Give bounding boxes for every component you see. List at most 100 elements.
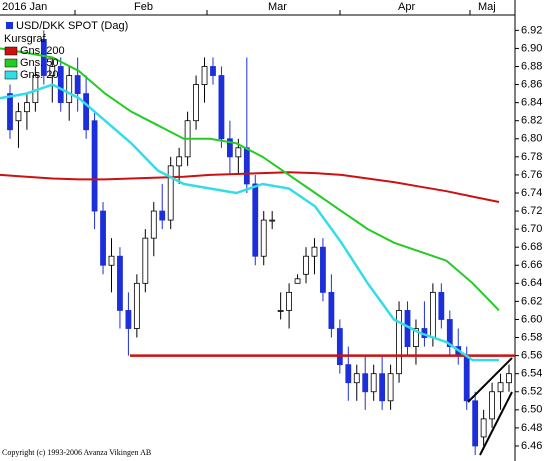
y-tick-label: 6.68: [521, 241, 542, 253]
candle-body: [117, 255, 123, 311]
candle-body: [379, 373, 386, 402]
x-tick-label: Maj: [478, 1, 496, 13]
y-tick-label: 6.84: [521, 97, 542, 109]
candle-body: [345, 364, 352, 384]
y-tick-label: 6.46: [521, 440, 542, 452]
x-tick-label: Feb: [134, 1, 153, 13]
y-tick-label: 6.86: [521, 78, 542, 90]
candle-body: [472, 400, 479, 447]
candle-body: [260, 219, 267, 257]
trend-line: [479, 391, 513, 456]
candle-body: [489, 391, 495, 420]
candle-body: [252, 183, 259, 257]
candle-body: [311, 246, 318, 257]
candle-body: [210, 66, 216, 76]
y-tick-label: 6.62: [521, 295, 542, 307]
candle-body: [226, 138, 233, 158]
y-tick-label: 6.78: [521, 151, 542, 163]
y-tick-label: 6.72: [521, 205, 542, 217]
candle-body: [429, 291, 436, 338]
candle-body: [167, 165, 174, 221]
candle-body: [413, 328, 419, 347]
y-tick-label: 6.66: [521, 259, 542, 271]
candle-body: [57, 66, 64, 104]
candle-body: [108, 255, 115, 266]
y-tick-label: 6.48: [521, 422, 542, 434]
candle-body: [66, 75, 73, 104]
plot: [0, 30, 515, 455]
candle-body: [336, 328, 343, 366]
candle-body: [269, 219, 276, 222]
candle-body: [235, 147, 242, 158]
trend-line: [467, 357, 513, 403]
candle-body: [133, 282, 140, 329]
y-tick-label: 6.50: [521, 404, 542, 416]
candle-body: [176, 156, 183, 167]
candle-body: [159, 210, 166, 221]
legend-swatch: [4, 46, 18, 56]
y-tick-label: 6.92: [521, 24, 542, 36]
y-tick-label: 6.82: [521, 115, 542, 127]
candle-body: [150, 210, 157, 239]
candle-body: [370, 373, 377, 393]
y-tick-label: 6.58: [521, 331, 542, 343]
moving-average: [0, 83, 499, 362]
candle-body: [15, 111, 22, 122]
legend-title: USD/DKK SPOT (Dag): [16, 20, 128, 32]
candle-body: [7, 93, 13, 131]
legend: USD/DKK SPOT (Dag) Kursgraf Gns. 200Gns.…: [4, 20, 128, 81]
moving-average: [0, 47, 500, 312]
candle-body: [353, 373, 360, 384]
legend-label: Gns. 50: [20, 57, 59, 69]
candle-body: [303, 255, 309, 275]
legend-swatch: [6, 22, 13, 29]
candle-body: [193, 84, 199, 122]
y-tick-label: 6.88: [521, 60, 542, 72]
candle-body: [387, 373, 394, 402]
candle-body: [446, 319, 453, 347]
x-tick-label: Apr: [398, 1, 415, 13]
candle-body: [277, 310, 284, 312]
x-tick-label: 2016 Jan: [2, 1, 47, 13]
candle-body: [74, 75, 81, 95]
y-tick-label: 6.60: [521, 313, 542, 325]
y-tick-label: 6.52: [521, 386, 542, 398]
candle-body: [83, 93, 90, 131]
candle-body: [100, 210, 106, 266]
candle-body: [396, 310, 402, 375]
legend-label: Gns. 20: [20, 69, 59, 81]
candle-body: [506, 373, 512, 384]
moving-average: [0, 171, 500, 203]
candle-body: [286, 291, 293, 311]
candle-body: [480, 418, 487, 438]
y-tick-label: 6.64: [521, 277, 542, 289]
y-tick-label: 6.90: [521, 42, 542, 54]
candle-body: [294, 278, 301, 284]
candle-body: [40, 38, 47, 76]
candle-body: [320, 246, 326, 293]
y-tick-label: 6.80: [521, 133, 542, 145]
legend-label: Gns. 200: [20, 45, 65, 57]
candle-body: [328, 291, 335, 329]
candle-body: [49, 66, 56, 76]
candle-body: [142, 237, 149, 284]
candle-body: [91, 120, 98, 212]
copyright: Copyright (c) 1993-2006 Avanza Vikingen …: [2, 448, 151, 457]
y-tick-label: 6.54: [521, 368, 542, 380]
candle-body: [24, 102, 30, 113]
candle-body: [463, 355, 470, 402]
candle-body: [243, 147, 250, 185]
candle-body: [438, 291, 445, 320]
candle-body: [201, 66, 208, 85]
y-tick-label: 6.56: [521, 350, 542, 362]
candle-body: [125, 310, 132, 329]
y-tick-label: 6.70: [521, 223, 542, 235]
candle-body: [218, 75, 225, 140]
candle-body: [362, 373, 369, 393]
y-tick-label: 6.74: [521, 187, 542, 199]
candle-body: [497, 382, 504, 393]
legend-price: Kursgraf: [4, 33, 47, 45]
x-tick-label: Mar: [268, 1, 287, 13]
